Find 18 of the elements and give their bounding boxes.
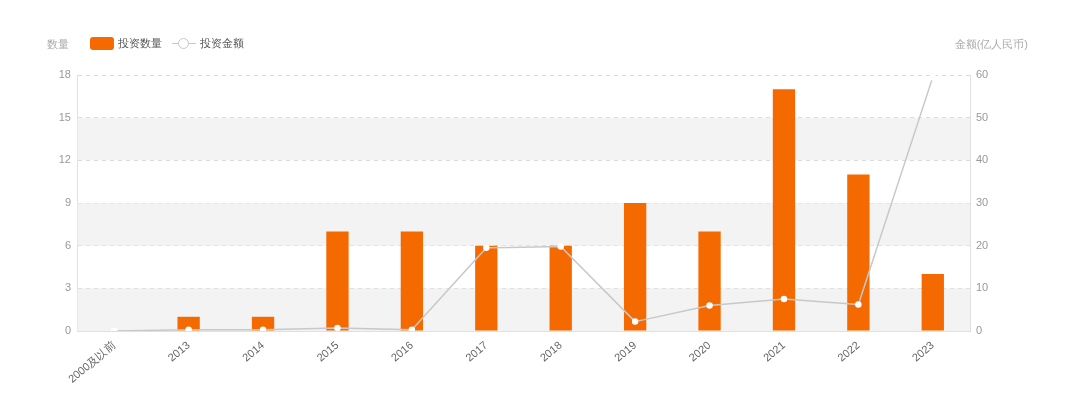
- legend-label: 投资金额: [200, 36, 244, 51]
- y-tick-label: 3: [64, 281, 71, 294]
- y-tick-label: 9: [64, 196, 71, 209]
- y-tick-label: 12: [58, 153, 71, 166]
- y2-tick-label: 60: [976, 68, 989, 81]
- y-tick-label: 0: [64, 324, 71, 337]
- y2-tick-label: 40: [976, 153, 989, 166]
- y-tick-label: 6: [64, 238, 71, 251]
- y2-axis-title: 金额(亿人民币): [954, 38, 1028, 51]
- y2-tick-label: 50: [976, 110, 989, 123]
- y-axis-title: 数量: [47, 38, 69, 51]
- y-tick-label: 18: [58, 68, 71, 81]
- y2-tick-label: 10: [976, 281, 989, 294]
- y-tick-label: 15: [58, 110, 71, 123]
- legend-label: 投资数量: [118, 36, 162, 51]
- y2-tick-label: 0: [976, 324, 983, 337]
- y2-tick-label: 30: [976, 196, 989, 209]
- y2-tick-label: 20: [976, 238, 989, 251]
